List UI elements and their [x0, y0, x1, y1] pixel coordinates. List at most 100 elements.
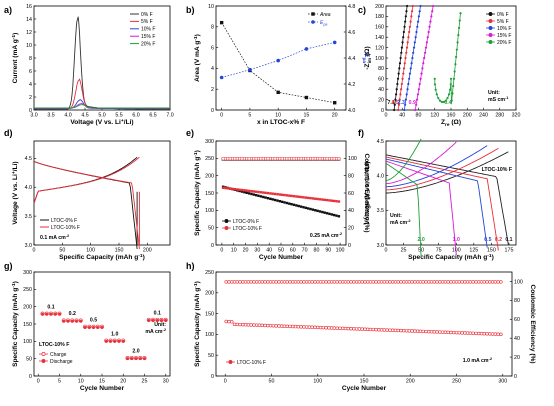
- capacity-point: [245, 189, 248, 192]
- ce-point: [343, 280, 348, 284]
- capacity-point: [297, 204, 300, 208]
- discharge-point: [75, 319, 78, 323]
- panel-letter: e): [186, 128, 194, 138]
- legend-label: LTOC-0% F: [233, 219, 259, 225]
- capacity-point: [332, 199, 336, 203]
- ce-point: [452, 280, 456, 284]
- y2-tick-label: 4.8: [348, 4, 355, 10]
- discharge-point: [83, 325, 87, 329]
- x-tick-label: 6.0: [132, 113, 139, 119]
- ce-point: [332, 280, 337, 284]
- x-axis-label: x in LTOC-x% F: [257, 119, 305, 126]
- nyquist-point: [448, 88, 452, 91]
- capacity-point: [290, 194, 293, 198]
- y2-tick-label: 60: [348, 191, 354, 197]
- capacity-point: [321, 198, 324, 201]
- capacity-point: [343, 326, 348, 331]
- capacity-point: [385, 328, 389, 332]
- ce-point: [313, 157, 317, 161]
- nyquist-point: [406, 4, 409, 8]
- capacity-point: [321, 325, 325, 330]
- capacity-point: [435, 330, 439, 334]
- ce-point: [363, 280, 367, 284]
- nyquist-point: [422, 62, 425, 65]
- ce-point: [357, 280, 362, 284]
- legend-label: 5% F: [141, 19, 153, 25]
- plot-frame: [215, 5, 347, 111]
- capacity-point: [309, 196, 312, 200]
- nyquist-point: [398, 62, 402, 65]
- panel-letter: f): [358, 128, 364, 138]
- y-axis-label: Specific Capacity (mAh g-1​): [11, 281, 19, 367]
- ce-point: [407, 280, 412, 284]
- capacity-point: [299, 205, 303, 208]
- legend-label: 15% F: [141, 34, 155, 40]
- ce-point: [415, 280, 420, 284]
- capacity-point: [227, 319, 231, 324]
- capacity-point: [488, 332, 492, 336]
- capacity-point: [309, 207, 312, 211]
- x-tick-label: 0: [220, 113, 223, 119]
- capacity-point: [335, 326, 339, 330]
- capacity-point: [499, 332, 503, 337]
- annotation: 0.1 mA cm-2​: [40, 233, 70, 241]
- rate-label: 1.0: [111, 331, 118, 337]
- capacity-point: [318, 210, 322, 213]
- ce-point: [297, 157, 301, 161]
- capacity-point: [283, 193, 286, 197]
- ce-point: [235, 280, 239, 284]
- x-tick-label: 15: [303, 113, 309, 119]
- ce-point: [277, 280, 281, 284]
- capacity-point: [432, 330, 436, 334]
- ce-point: [264, 157, 268, 161]
- capacity-point: [366, 327, 370, 332]
- ce-point: [226, 157, 230, 161]
- ce-point: [335, 157, 338, 161]
- capacity-point: [295, 195, 298, 198]
- y-axis-label: Area (V mA g-1​): [193, 34, 201, 82]
- capacity-point: [260, 323, 264, 328]
- discharge-point: [109, 339, 112, 343]
- y-tick-label: 50: [208, 353, 214, 359]
- capacity-point: [382, 328, 387, 332]
- ce-point: [318, 157, 322, 161]
- nyquist-point: [419, 77, 422, 80]
- capacity-point: [471, 331, 475, 335]
- ce-point: [316, 280, 320, 284]
- y-tick-label: 180: [375, 14, 384, 20]
- rate-label: 1.0: [453, 237, 460, 243]
- nyquist-point: [400, 82, 403, 86]
- ce-point: [257, 280, 262, 284]
- panel-letter: b): [186, 5, 195, 15]
- capacity-point: [463, 331, 467, 335]
- capacity-point: [257, 194, 260, 197]
- nyquist-point: [395, 88, 398, 91]
- ce-point: [307, 280, 312, 284]
- nyquist-point: [423, 51, 427, 54]
- x-tick-label: 0: [33, 248, 36, 254]
- x-tick-label: 30: [163, 379, 169, 385]
- ce-point: [224, 280, 228, 284]
- nyquist-point: [394, 93, 398, 96]
- y-tick-label: 160: [375, 25, 384, 31]
- y-tick-label: 100: [205, 208, 214, 214]
- ce-point: [330, 157, 334, 161]
- rate-label: 2.0: [132, 349, 139, 355]
- capacity-point: [278, 193, 282, 196]
- rate-label: 0.2: [495, 237, 502, 243]
- panel-letter: d): [4, 128, 13, 138]
- ce-point: [440, 280, 445, 284]
- legend-label: 10% F: [497, 26, 511, 32]
- ce-point: [349, 280, 353, 284]
- nyquist-point: [397, 103, 401, 106]
- ce-point: [285, 280, 289, 284]
- ce-point: [435, 280, 439, 284]
- nyquist-point: [397, 108, 400, 112]
- discharge-point: [113, 339, 117, 343]
- nyquist-point: [456, 41, 459, 44]
- capacity-point: [421, 329, 425, 334]
- ce-point: [231, 157, 234, 161]
- ce-point: [446, 280, 450, 284]
- capacity-point: [485, 332, 489, 336]
- charge-curve: [386, 141, 457, 185]
